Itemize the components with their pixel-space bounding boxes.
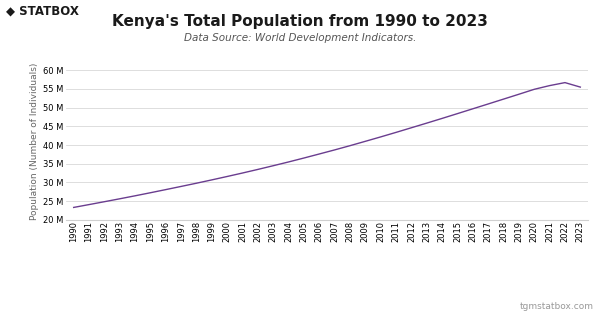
Kenya (147, 191, 154, 195)
Kenya (162, 188, 169, 192)
Kenya (362, 139, 369, 143)
Kenya (577, 85, 584, 89)
Kenya (454, 112, 461, 116)
Kenya (254, 168, 262, 171)
Kenya (377, 135, 385, 139)
Kenya (178, 185, 185, 188)
Kenya (331, 148, 338, 152)
Kenya (70, 206, 77, 209)
Kenya (269, 164, 277, 168)
Kenya (316, 152, 323, 156)
Kenya (346, 144, 353, 148)
Kenya (562, 81, 569, 84)
Y-axis label: Population (Number of Individuals): Population (Number of Individuals) (29, 62, 38, 220)
Text: ◆ STATBOX: ◆ STATBOX (6, 5, 79, 18)
Kenya (485, 102, 492, 106)
Line: Kenya: Kenya (74, 83, 580, 208)
Kenya (131, 194, 139, 198)
Kenya (469, 107, 476, 111)
Kenya (515, 92, 523, 96)
Kenya (224, 175, 231, 178)
Kenya (530, 87, 538, 91)
Kenya (285, 160, 292, 164)
Kenya (408, 126, 415, 130)
Kenya (423, 121, 430, 125)
Kenya (546, 84, 553, 88)
Kenya (85, 203, 92, 207)
Kenya (439, 116, 446, 120)
Kenya (392, 131, 400, 134)
Kenya (193, 181, 200, 185)
Kenya (500, 97, 507, 101)
Kenya (301, 156, 308, 160)
Legend: Kenya: Kenya (293, 310, 361, 314)
Kenya (116, 197, 124, 201)
Text: Data Source: World Development Indicators.: Data Source: World Development Indicator… (184, 33, 416, 43)
Kenya (239, 171, 246, 175)
Text: Kenya's Total Population from 1990 to 2023: Kenya's Total Population from 1990 to 20… (112, 14, 488, 29)
Text: tgmstatbox.com: tgmstatbox.com (520, 302, 594, 311)
Kenya (208, 178, 215, 182)
Kenya (101, 200, 108, 203)
